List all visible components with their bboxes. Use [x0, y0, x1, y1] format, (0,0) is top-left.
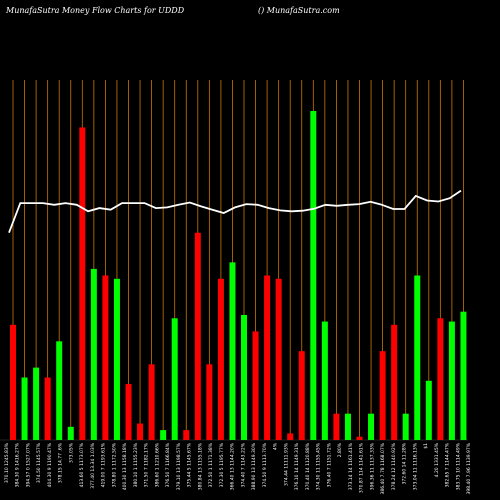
bar [206, 364, 213, 440]
bar [125, 384, 132, 440]
x-tick-label: 378.24 12 1140.92% [391, 442, 397, 490]
bar [356, 436, 363, 440]
bar [217, 278, 224, 440]
bar [171, 318, 178, 440]
x-tick-label: $1 [423, 443, 429, 449]
x-tick-label: 374.40 7 1143.22% [240, 442, 246, 487]
x-tick-label: 398.40 7.96 1139.97% [466, 442, 472, 494]
bar [333, 413, 340, 440]
x-tick-label: 375.44 5 1145.67% [187, 442, 193, 487]
bar [44, 377, 51, 440]
bar [344, 413, 351, 440]
bar [21, 377, 28, 440]
bar [113, 278, 120, 440]
x-tick-label: 377.40 13.34 1.03% [90, 442, 96, 489]
bar [252, 331, 259, 440]
x-tick-label: 386.40 7.78 1168.07% [380, 442, 386, 494]
bar [90, 268, 97, 440]
x-tick-label: 372.50 1 1171.38% [208, 442, 214, 487]
x-tick-label: 384.30 9 1416.27% [15, 442, 21, 487]
x-tick-label: 372.60 14 11.28% [402, 442, 408, 484]
x-tick-label: 386.60 1 1210.66% [154, 442, 160, 487]
bar [148, 364, 155, 440]
x-tick-label: 382.65 7 1144.47% [445, 442, 451, 487]
bar [402, 413, 409, 440]
x-tick-label: 396.36 11 1137.33% [369, 442, 375, 490]
chart-title: MunafaSutra Money Flow Charts for UDDD [6, 6, 185, 15]
x-tick-label: 374.30 11 1155.45% [316, 442, 322, 490]
x-tick-label: 374.44 11111.93% [283, 442, 289, 486]
bar [194, 232, 201, 440]
bar [414, 275, 421, 440]
bar [368, 413, 375, 440]
x-tick-label: 370.87 114 1141.61% [359, 442, 365, 493]
x-tick-label: 404.30 9 1190.47% [47, 442, 53, 487]
bar [160, 430, 167, 440]
x-tick-label: 370.10 1245.83% [4, 442, 10, 483]
x-tick-label: 374.50 1145.57% [36, 442, 42, 483]
bar [298, 351, 305, 440]
x-tick-label: 372.30 5 1195.77% [219, 442, 225, 487]
bar [102, 275, 109, 440]
bar [310, 111, 317, 440]
bar [425, 380, 432, 440]
x-tick-label: 2.80% [337, 442, 343, 457]
x-tick-labels: 370.10 1245.83% 384.30 9 1416.27% 394.57 0… [4, 442, 472, 494]
x-tick-label: 383.75 10 1114.49% [455, 442, 461, 490]
x-tick-label: 376.40 7 1151.72% [326, 442, 332, 487]
x-tick-label: 371.50 7 1182.17% [144, 442, 150, 487]
x-tick-label: 378.15 14.77 .6% [58, 442, 64, 483]
bars [10, 111, 467, 440]
bar [391, 324, 398, 440]
x-tick-label: 376.50 7 1166.84% [165, 442, 171, 487]
bar [379, 351, 386, 440]
bar [229, 262, 236, 440]
bar [448, 321, 455, 440]
x-tick-label: 374.50 9 1113.70% [262, 442, 268, 487]
bar [460, 311, 467, 440]
x-tick-label: 376.10 14 1149.31% [294, 442, 300, 490]
bar [183, 430, 190, 440]
x-tick-label: 413.60 5 1173.07% [79, 442, 85, 487]
x-tick-label: 400.30 13 1158.18% [122, 442, 128, 490]
bar [264, 275, 271, 440]
x-tick-label: 4.20 1331.45% [434, 442, 440, 477]
x-tick-label: 366.40 13 1144.20% [230, 442, 236, 490]
x-tick-label: 373.05% [68, 442, 74, 463]
x-tick-label: 388.90 13 1149.30% [251, 442, 257, 490]
bar [10, 324, 16, 440]
bar [33, 367, 40, 440]
bar [437, 318, 444, 440]
bar [287, 433, 294, 440]
x-tick-label: 379.10 13 1198.57% [176, 442, 182, 490]
x-tick-label: 419.00 7 1193.61% [101, 442, 107, 487]
x-tick-label: 378.80 1 1172.50% [111, 442, 117, 487]
bar [56, 341, 63, 440]
price-line [8, 189, 462, 234]
x-tick-label: 394.57 0 1527.07% [25, 442, 31, 487]
bar [321, 321, 328, 440]
site-watermark: () MunafaSutra.com [258, 6, 340, 15]
bar [67, 426, 74, 440]
bar [241, 314, 247, 440]
bar [79, 127, 86, 440]
x-tick-label: 380.10 1 1155.23% [133, 442, 139, 487]
x-tick-label: 4% [273, 442, 279, 450]
x-tick-label: 373.14 14 1161.41% [348, 442, 354, 490]
bar [275, 278, 282, 440]
x-tick-label: 380.84 13 1155.18% [197, 442, 203, 490]
x-tick-label: 373.04 11 1116.13% [412, 442, 418, 490]
bar [137, 423, 144, 440]
x-tick-label: 370.40 14 1120.88% [305, 442, 311, 490]
